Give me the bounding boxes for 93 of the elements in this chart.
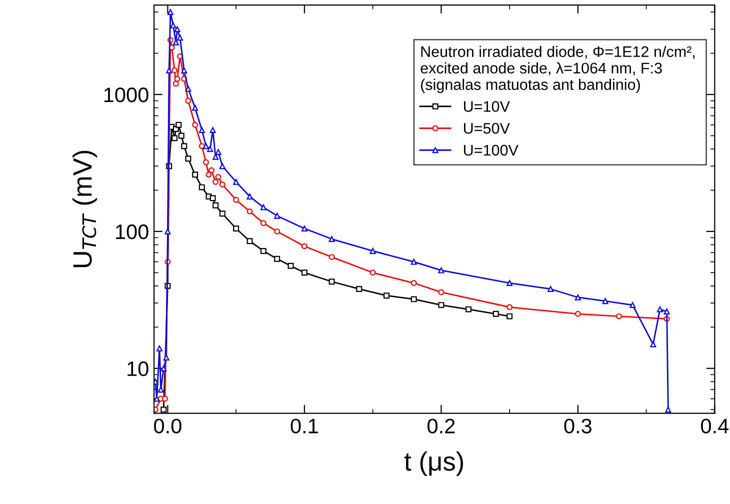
point <box>185 86 192 92</box>
point <box>492 310 499 317</box>
point <box>410 258 417 265</box>
point <box>162 396 168 402</box>
point <box>164 228 171 234</box>
point <box>219 163 226 170</box>
point <box>328 254 335 260</box>
legend-label: U=50V <box>464 122 510 134</box>
point <box>506 313 513 320</box>
point <box>665 406 672 413</box>
point <box>203 159 209 166</box>
point <box>506 304 513 310</box>
point <box>212 178 219 185</box>
point <box>438 302 444 308</box>
point <box>207 146 214 152</box>
point <box>160 365 167 372</box>
point <box>246 238 253 244</box>
y-axis-title: U$_{TCT}$ (mV) <box>72 150 98 268</box>
point <box>656 306 663 312</box>
point <box>219 182 226 188</box>
point <box>356 286 362 292</box>
point <box>438 267 444 274</box>
point <box>288 262 294 269</box>
x-axis-title: t (μs) <box>404 451 464 476</box>
point <box>246 193 253 200</box>
point <box>160 406 167 413</box>
point <box>233 226 240 232</box>
point <box>274 212 280 219</box>
point <box>166 67 172 74</box>
x-tick-label: 0.1 <box>290 418 318 434</box>
point <box>215 174 222 180</box>
point <box>172 135 178 142</box>
point <box>410 296 417 302</box>
point <box>301 243 308 250</box>
point <box>438 289 444 296</box>
point <box>192 172 198 178</box>
point <box>206 172 212 178</box>
point <box>203 143 209 150</box>
point <box>174 76 180 82</box>
point <box>370 248 376 254</box>
point <box>212 202 219 208</box>
point <box>574 310 581 317</box>
point <box>181 143 188 150</box>
point <box>158 386 164 393</box>
point <box>181 67 188 74</box>
point <box>410 280 417 286</box>
point <box>246 208 253 214</box>
point <box>163 354 170 361</box>
y-tick-label: 100 <box>116 224 148 240</box>
y-tick-label: 1000 <box>104 87 148 102</box>
y-tick-label: 10 <box>128 361 148 376</box>
point <box>466 306 472 312</box>
point <box>198 143 205 150</box>
point <box>650 341 656 348</box>
x-tick-label: 0.3 <box>564 418 592 434</box>
point <box>185 98 192 104</box>
point <box>176 122 182 128</box>
point <box>384 292 390 299</box>
point <box>233 196 240 203</box>
x-tick-label: 0.2 <box>428 418 455 434</box>
point <box>210 127 216 134</box>
point <box>260 220 266 226</box>
point <box>174 26 180 32</box>
legend-title: Neutron irradiated diode, Φ=1E12 n/cm², excited anode side, λ=1064 nm, F:3 (signalas matuotas ant bandinio) <box>420 46 695 94</box>
point <box>274 256 280 262</box>
point <box>208 167 214 174</box>
point <box>192 122 198 128</box>
point <box>370 270 376 276</box>
point <box>260 248 266 254</box>
point <box>177 34 183 41</box>
point <box>219 210 226 217</box>
point <box>170 22 176 28</box>
point <box>198 127 205 134</box>
point <box>210 195 216 202</box>
point <box>172 67 178 74</box>
point <box>156 345 162 352</box>
legend-label: U=100V <box>464 144 518 156</box>
point <box>574 294 581 300</box>
point <box>260 204 266 210</box>
point <box>548 286 554 292</box>
point <box>301 270 308 276</box>
point <box>192 104 198 111</box>
point <box>274 228 280 234</box>
point <box>616 313 622 320</box>
point <box>233 178 240 185</box>
point <box>198 184 205 190</box>
point <box>185 156 192 162</box>
x-tick-label: 0.0 <box>154 418 182 434</box>
legend-label: U=10V <box>464 101 510 112</box>
x-tick-label: 0.4 <box>701 418 729 434</box>
point <box>328 278 335 285</box>
point <box>178 132 184 139</box>
point <box>172 80 179 87</box>
